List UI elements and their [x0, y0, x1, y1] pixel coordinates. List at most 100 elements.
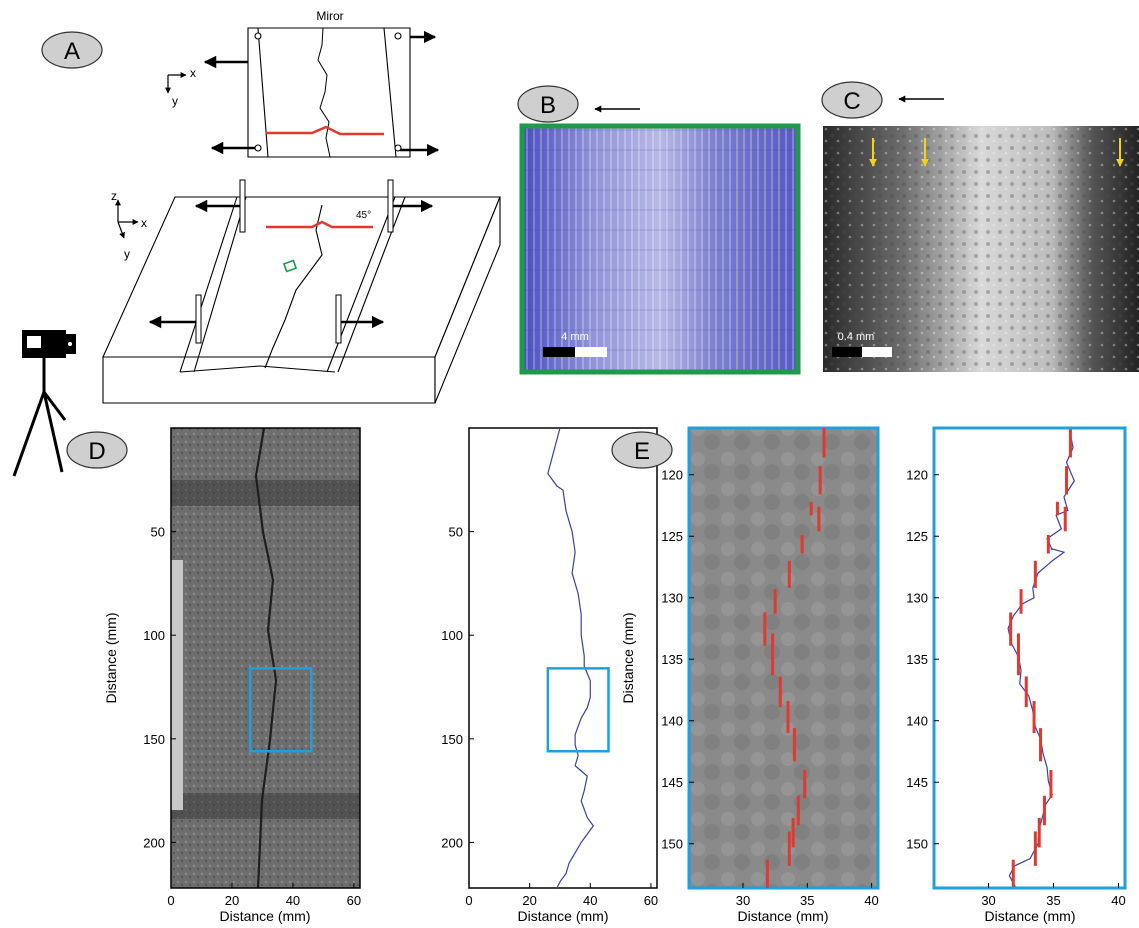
tray-force-arrows — [148, 199, 434, 329]
panel-e-photo-axes: 30 35 40 120 125 130 135 140 145 150 — [661, 468, 879, 908]
panel-c-scale-label: 0.4 mm — [838, 331, 875, 343]
panel-e-plot-xtick-label: 40 — [1111, 893, 1125, 908]
panel-e-photo-ytick-label: 135 — [661, 652, 683, 667]
panel-e-photo-xlabel: Distance (mm) — [737, 908, 828, 924]
panel-d-plot-ytick-label: 50 — [449, 525, 463, 540]
panel-e-plot-axes: 30 35 40 120 125 130 135 140 145 150 — [906, 468, 1125, 908]
panel-d-photo-frame — [170, 427, 361, 889]
panel-e-plot-ytick-label: 145 — [906, 775, 928, 790]
panel-d-photo-xtick-label: 20 — [225, 893, 239, 908]
angle-label: 45° — [356, 210, 371, 221]
panel-d-plot-xtick-label: 40 — [583, 893, 597, 908]
panel-c-scalebar-black — [832, 347, 862, 357]
panel-b-texture — [522, 126, 798, 372]
panel-e-ylabel: Distance (mm) — [620, 612, 636, 703]
panel-e-photo-xtick-label: 35 — [800, 893, 814, 908]
panel-a: A x y Miror — [12, 9, 501, 477]
top-view-sample — [203, 27, 440, 158]
top-view-red-front — [266, 125, 384, 136]
panel-d-plot-frame — [468, 427, 658, 889]
panel-e-badge — [611, 431, 673, 469]
panel-e-plot-ytick-label: 120 — [906, 468, 928, 483]
axis-x-label-top: x — [190, 66, 196, 80]
panel-e-photo-ytick-label: 140 — [661, 714, 683, 729]
panel-e-plot-ytick-label: 140 — [906, 714, 928, 729]
panel-e-photo-segments — [763, 428, 826, 888]
panel-d-plot-xlabel: Distance (mm) — [517, 908, 608, 924]
panel-d-photo-xtick-label: 60 — [347, 893, 361, 908]
panel-d-plot-highlight-box — [546, 667, 610, 753]
panel-e-photo-ytick-label: 145 — [661, 775, 683, 790]
panel-e-plot-xtick-label: 30 — [981, 893, 995, 908]
panel-d-photo-highlight-box — [249, 667, 313, 753]
panel-e-photo-ytick-label: 120 — [661, 468, 683, 483]
panel-c-label: C — [843, 88, 860, 115]
panel-d-plot-axes: 0 20 40 60 50 100 150 200 — [441, 525, 658, 908]
panel-d-plot-xtick-label: 60 — [644, 893, 658, 908]
axis-y-label-top: y — [172, 94, 178, 108]
panel-e-photo-ytick-label: 125 — [661, 529, 683, 544]
mirror-label: Miror — [316, 9, 343, 23]
panel-d-label: D — [88, 438, 105, 465]
panel-b-scale-label: 4 mm — [561, 331, 589, 343]
panel-d: D 0 20 40 60 50 100 150 200 Distance (mm) Dista… — [66, 427, 658, 924]
panel-d-trace-line — [547, 427, 595, 889]
panel-e-plot-bg — [934, 428, 1125, 888]
panel-e-label: E — [634, 438, 650, 465]
panel-a-label: A — [64, 38, 80, 65]
panel-d-photo-ytick-label: 200 — [143, 835, 165, 850]
panel-a-badge — [41, 31, 103, 69]
tray-posts — [195, 179, 394, 344]
panel-d-plot-xtick-label: 0 — [465, 893, 472, 908]
panel-c-scalebar-white — [862, 347, 892, 357]
panel-d-photo-band — [171, 793, 360, 819]
panel-d-plot-ytick-label: 100 — [441, 628, 463, 643]
panel-b-badge — [517, 85, 579, 123]
panel-e-plot-xlabel: Distance (mm) — [984, 908, 1075, 924]
panel-d-plot-ytick-label: 200 — [441, 835, 463, 850]
panel-d-photo-ytick-label: 150 — [143, 732, 165, 747]
panel-e-plot-segments — [1009, 428, 1072, 888]
camera-icon — [12, 330, 76, 477]
panel-e-photo-xtick-label: 30 — [736, 893, 750, 908]
panel-d-badge — [66, 431, 128, 469]
panel-e-plot-ytick-label: 125 — [906, 529, 928, 544]
panel-e-photo-ytick-label: 130 — [661, 591, 683, 606]
panel-d-plot-ytick-label: 150 — [441, 732, 463, 747]
axis-indicator-top — [165, 72, 187, 94]
tray-red-front — [266, 220, 373, 229]
panel-b: B 4 mm — [517, 85, 801, 375]
panel-e-photo-frame — [687, 426, 880, 890]
panel-e-photo-xtick-label: 40 — [864, 893, 878, 908]
axis-z-label: z — [111, 189, 117, 203]
panel-e-plot-frame — [932, 426, 1127, 890]
panel-e: E 30 35 40 120 125 130 135 140 145 150 Distance (… — [611, 426, 1127, 924]
panel-d-photo-xtick-label: 0 — [167, 893, 174, 908]
panel-b-frame — [519, 123, 801, 375]
panel-d-photo-band — [171, 480, 360, 506]
panel-d-photo-xtick-label: 40 — [286, 893, 300, 908]
axis-y-label-bottom: y — [124, 247, 130, 261]
panel-d-photo-xlabel: Distance (mm) — [219, 908, 310, 924]
panel-e-photo — [689, 428, 878, 888]
axis-indicator-bottom — [115, 199, 139, 239]
panel-e-photo-ytick-label: 150 — [661, 837, 683, 852]
tray-3d-view — [102, 196, 501, 404]
panel-d-photo-crack — [254, 427, 278, 889]
panel-e-plot-xtick-label: 35 — [1046, 893, 1060, 908]
panel-d-photo-ytick-label: 50 — [151, 525, 165, 540]
panel-b-scalebar-black — [543, 347, 575, 357]
panel-d-photo-axes: 0 20 40 60 50 100 150 200 — [143, 525, 361, 908]
panel-c-texture — [823, 126, 1139, 372]
tray-green-roi — [282, 259, 298, 273]
panel-c: C 0.4 mm — [821, 81, 1139, 372]
panel-e-plot-ytick-label: 130 — [906, 591, 928, 606]
panel-e-plot-ytick-label: 150 — [906, 837, 928, 852]
panel-b-scalebar-white — [575, 347, 607, 357]
panel-c-yellow-arrows — [869, 138, 1124, 167]
panel-c-badge — [821, 81, 883, 119]
panel-d-photo-edge — [171, 560, 183, 810]
axis-x-label-bottom: x — [141, 216, 147, 230]
panel-e-plot-ytick-label: 135 — [906, 652, 928, 667]
